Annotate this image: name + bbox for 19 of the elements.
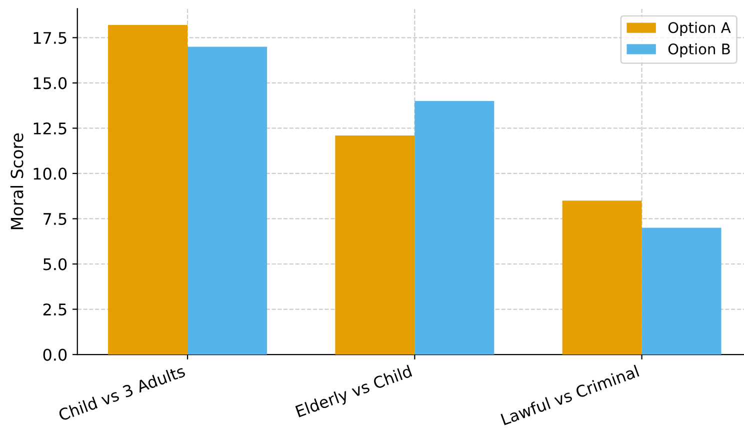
y-tick-label: 5.0 xyxy=(43,258,67,270)
y-tick-label: 15.0 xyxy=(34,77,67,90)
bar xyxy=(642,228,722,355)
bar xyxy=(188,46,268,355)
y-tick-label: 10.0 xyxy=(34,168,67,180)
bar xyxy=(108,24,188,355)
y-axis-title: Moral Score xyxy=(10,133,24,230)
x-tick-label: Child vs 3 Adults xyxy=(58,364,186,422)
x-tick-label: Elderly vs Child xyxy=(295,364,414,420)
y-tick-label: 12.5 xyxy=(34,122,66,134)
y-tick-label: 7.5 xyxy=(44,213,66,226)
legend-label: Option B xyxy=(668,43,730,58)
bar xyxy=(335,135,415,355)
bar xyxy=(562,200,642,355)
bar xyxy=(414,101,494,355)
legend-label: Option A xyxy=(668,22,731,36)
y-tick-label: 0.0 xyxy=(43,348,67,361)
y-tick-label: 2.5 xyxy=(43,303,66,316)
y-tick-label: 17.5 xyxy=(34,32,66,44)
